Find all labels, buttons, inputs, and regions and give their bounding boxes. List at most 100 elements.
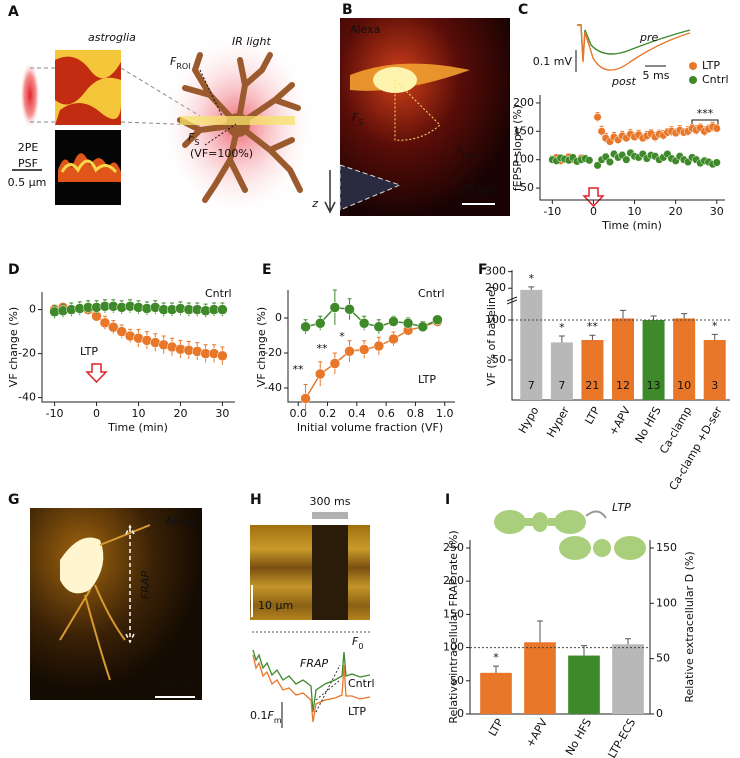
panel-h-art xyxy=(250,512,372,728)
label-part: 0 xyxy=(358,642,363,651)
label-part: F xyxy=(170,55,177,68)
label: Alexa xyxy=(350,23,380,36)
annotation: * xyxy=(339,330,345,343)
panel-letter: G xyxy=(8,492,20,508)
label-part: S xyxy=(194,138,199,147)
y-tick-label: 150 xyxy=(513,124,534,137)
label: FS xyxy=(352,111,363,127)
y-tick-label: 0 xyxy=(29,303,36,316)
x-tick-label: 1.0 xyxy=(436,407,454,420)
x-tick-label: Hypo xyxy=(516,404,542,435)
y-tick-label: -20 xyxy=(264,346,282,359)
y-tick-label: -40 xyxy=(18,391,36,404)
n-label: 3 xyxy=(711,379,718,392)
point xyxy=(417,321,429,332)
point xyxy=(108,321,119,333)
label: z xyxy=(311,197,318,210)
label: Alexa xyxy=(166,515,196,528)
x-tick-label: LTP xyxy=(486,716,506,738)
point xyxy=(597,127,606,136)
n-label: 10 xyxy=(677,379,691,392)
point xyxy=(329,358,341,369)
point xyxy=(712,124,721,133)
series-label: Cntrl xyxy=(418,287,445,300)
time-bar xyxy=(312,512,348,519)
point xyxy=(585,156,594,165)
y-tick-label: 200 xyxy=(443,574,464,587)
panel-a-art xyxy=(12,30,336,220)
bleach-band xyxy=(312,525,348,620)
y-axis-label: VF change (%) xyxy=(255,307,268,387)
y-tick-label: 200 xyxy=(513,96,534,109)
astroglia-section-texture xyxy=(58,153,121,182)
n-label: 7 xyxy=(528,379,535,392)
panel-i-cartoon xyxy=(494,510,646,560)
axis-break xyxy=(506,296,518,305)
bar xyxy=(524,642,556,714)
y-tick-label: 200 xyxy=(485,281,506,294)
point xyxy=(373,340,385,352)
point xyxy=(358,318,370,329)
y-axis-label: Relative intracellular FRAP rate (%) xyxy=(447,530,460,723)
x-tick-label: Hyper xyxy=(544,404,572,440)
annotation: ** xyxy=(317,342,329,355)
error-bar xyxy=(650,315,657,320)
n-label: 12 xyxy=(616,379,630,392)
hfs-arrow xyxy=(582,187,605,208)
x-tick-label: 0 xyxy=(93,407,100,420)
x-axis-label: Time (min) xyxy=(107,421,168,434)
x-axis-label: Time (min) xyxy=(601,219,662,232)
label: FROI xyxy=(170,55,191,71)
x-axis-label: Initial volume fraction (VF) xyxy=(297,421,443,434)
scale-label: 0.1 mV xyxy=(533,55,573,68)
legend-marker xyxy=(689,62,697,70)
error-bar xyxy=(681,313,688,319)
point xyxy=(314,368,326,380)
bar xyxy=(642,320,665,400)
y-axis-label: VF (% of baseline) xyxy=(485,286,498,386)
point xyxy=(116,326,127,337)
y-tick-label: -20 xyxy=(18,347,36,360)
point xyxy=(217,304,228,315)
label: astroglia xyxy=(88,31,136,44)
y2-tick-label: 0 xyxy=(656,707,663,720)
astroglia-texture xyxy=(55,56,121,125)
astrocyte xyxy=(177,52,303,203)
legend-label: LTP xyxy=(702,59,720,72)
panel-letter: E xyxy=(262,262,272,278)
y-tick-label: 0 xyxy=(457,707,464,720)
scale-label: 0.1Fm xyxy=(250,709,282,725)
series-label: LTP xyxy=(80,345,98,358)
bar xyxy=(581,340,604,400)
bar xyxy=(480,672,512,714)
trace-label: LTP xyxy=(348,705,366,718)
bar xyxy=(703,340,726,400)
x-tick-label: 10 xyxy=(628,205,642,218)
panel-letter: F xyxy=(478,262,488,278)
bar xyxy=(550,342,573,400)
y-tick-label: 100 xyxy=(485,313,506,326)
z-arrow xyxy=(324,170,336,214)
y-tick-label: -40 xyxy=(264,381,282,394)
processes xyxy=(59,524,151,681)
point xyxy=(593,161,602,170)
legend-marker xyxy=(689,76,697,84)
error-bar xyxy=(558,335,565,343)
point xyxy=(300,393,311,404)
cartoon-label: LTP xyxy=(612,501,631,514)
frap-line xyxy=(125,524,135,644)
label-part: F xyxy=(352,111,359,124)
label: FROI xyxy=(456,145,477,161)
scale-label-part: 0.1 xyxy=(250,709,268,722)
x-tick-label: 10 xyxy=(132,407,146,420)
annotation: *** xyxy=(697,107,714,120)
scale-label: 15 µm xyxy=(159,679,194,692)
y-axis-label: VF change (%) xyxy=(7,307,20,387)
series-label: Cntrl xyxy=(205,287,232,300)
x-tick-label: No HFS xyxy=(633,404,664,445)
x-tick-label: 30 xyxy=(710,205,724,218)
bar xyxy=(611,318,635,400)
label: FRAP xyxy=(139,571,152,599)
x-tick-label: 20 xyxy=(173,407,187,420)
